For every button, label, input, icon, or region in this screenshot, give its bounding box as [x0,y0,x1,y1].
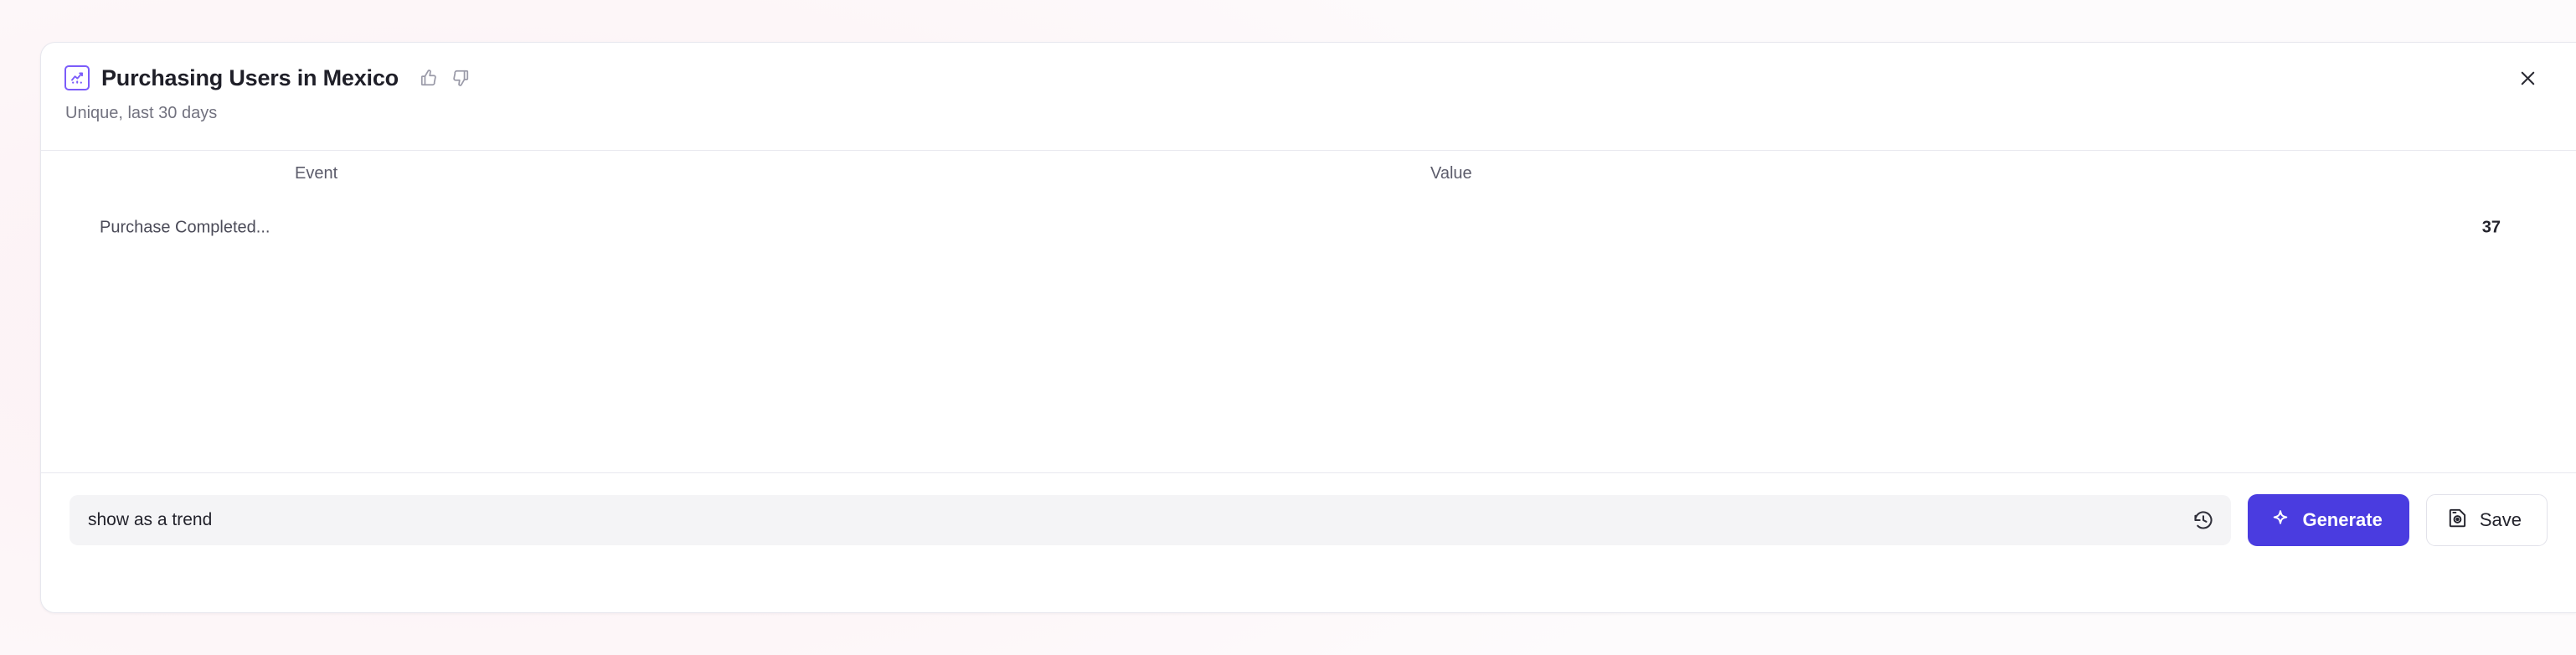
save-icon [2447,507,2469,534]
generate-button[interactable]: Generate [2248,494,2409,546]
bar-category-label: Purchase Completed... [100,218,270,237]
header-divider [41,150,2576,151]
sparkle-icon [2269,507,2291,534]
prompt-input[interactable]: show as a trend [70,495,2232,545]
thumbs-down-icon[interactable] [449,66,472,90]
save-button-label: Save [2479,509,2522,530]
column-header-value: Value [1430,164,1472,183]
save-button[interactable]: Save [2425,494,2548,546]
chart-area: Event Value Purchase Completed... 37 [41,151,2576,472]
generate-button-label: Generate [2302,509,2383,530]
column-header-event: Event [295,164,338,183]
prompt-input-value: show as a trend [88,510,213,529]
feedback-controls [417,66,472,90]
bar-track [363,216,2460,240]
insight-card: Purchasing Users in Mexico Unique, last … [40,42,2576,613]
close-icon[interactable] [2512,63,2543,93]
history-icon[interactable] [2191,508,2216,533]
thumbs-up-icon[interactable] [417,66,440,90]
table-header-row: Event Value [41,151,2576,198]
bar-value-label: 37 [2481,218,2501,237]
footer-divider [41,472,2576,473]
page-title: Purchasing Users in Mexico [101,64,399,90]
prompt-bar: show as a trend Generate [41,473,2576,567]
card-header: Purchasing Users in Mexico Unique, last … [41,43,2576,150]
card-subtitle: Unique, last 30 days [65,104,218,122]
card-title-row: Purchasing Users in Mexico [64,61,2576,95]
table-row[interactable]: Purchase Completed... 37 [41,208,2576,248]
line-chart-icon [64,65,90,90]
